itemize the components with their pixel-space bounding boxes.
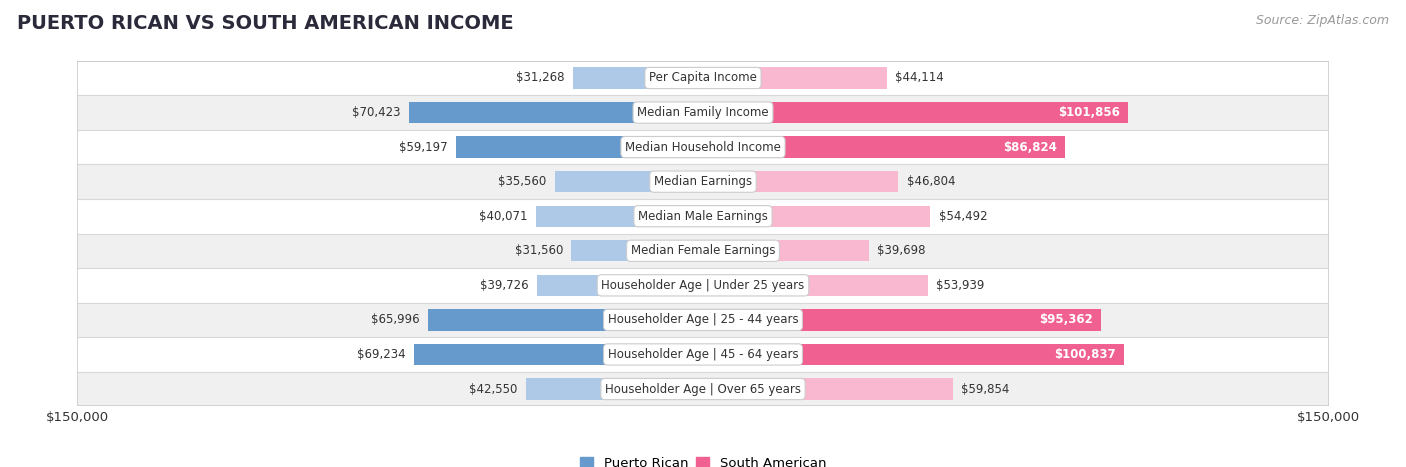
Text: Source: ZipAtlas.com: Source: ZipAtlas.com xyxy=(1256,14,1389,27)
Text: $59,854: $59,854 xyxy=(962,382,1010,396)
Text: $69,234: $69,234 xyxy=(357,348,406,361)
Text: $40,071: $40,071 xyxy=(479,210,527,223)
Text: $42,550: $42,550 xyxy=(468,382,517,396)
Bar xyxy=(703,171,898,192)
Bar xyxy=(703,275,928,296)
Bar xyxy=(703,378,953,400)
Text: $39,698: $39,698 xyxy=(877,244,925,257)
Text: Median Female Earnings: Median Female Earnings xyxy=(631,244,775,257)
Text: $39,726: $39,726 xyxy=(481,279,529,292)
Text: $46,804: $46,804 xyxy=(907,175,955,188)
Bar xyxy=(537,275,703,296)
Text: $35,560: $35,560 xyxy=(498,175,547,188)
Text: $86,824: $86,824 xyxy=(1002,141,1057,154)
Bar xyxy=(536,205,703,227)
FancyBboxPatch shape xyxy=(77,234,1329,268)
FancyBboxPatch shape xyxy=(77,303,1329,337)
Bar xyxy=(703,102,1128,123)
Bar xyxy=(415,344,703,365)
Text: $31,560: $31,560 xyxy=(515,244,562,257)
Bar xyxy=(703,240,869,262)
Text: $54,492: $54,492 xyxy=(939,210,987,223)
Text: $44,114: $44,114 xyxy=(896,71,943,85)
Text: $31,268: $31,268 xyxy=(516,71,564,85)
FancyBboxPatch shape xyxy=(77,372,1329,406)
Text: Householder Age | Over 65 years: Householder Age | Over 65 years xyxy=(605,382,801,396)
Text: Per Capita Income: Per Capita Income xyxy=(650,71,756,85)
Bar xyxy=(571,240,703,262)
Text: Median Male Earnings: Median Male Earnings xyxy=(638,210,768,223)
Text: PUERTO RICAN VS SOUTH AMERICAN INCOME: PUERTO RICAN VS SOUTH AMERICAN INCOME xyxy=(17,14,513,33)
Bar xyxy=(555,171,703,192)
Bar xyxy=(572,67,703,89)
Bar xyxy=(703,309,1101,331)
Bar xyxy=(703,67,887,89)
Text: $59,197: $59,197 xyxy=(399,141,447,154)
Text: $100,837: $100,837 xyxy=(1053,348,1115,361)
Text: Median Household Income: Median Household Income xyxy=(626,141,780,154)
Bar xyxy=(703,344,1123,365)
FancyBboxPatch shape xyxy=(77,95,1329,130)
Text: Householder Age | Under 25 years: Householder Age | Under 25 years xyxy=(602,279,804,292)
Text: $101,856: $101,856 xyxy=(1057,106,1119,119)
FancyBboxPatch shape xyxy=(77,61,1329,95)
Bar xyxy=(409,102,703,123)
Text: Median Family Income: Median Family Income xyxy=(637,106,769,119)
Bar xyxy=(456,136,703,158)
Legend: Puerto Rican, South American: Puerto Rican, South American xyxy=(575,452,831,467)
Text: Householder Age | 45 - 64 years: Householder Age | 45 - 64 years xyxy=(607,348,799,361)
Bar xyxy=(703,136,1066,158)
Text: $65,996: $65,996 xyxy=(371,313,419,326)
Bar xyxy=(427,309,703,331)
FancyBboxPatch shape xyxy=(77,130,1329,164)
Text: $53,939: $53,939 xyxy=(936,279,984,292)
FancyBboxPatch shape xyxy=(77,199,1329,234)
Text: $95,362: $95,362 xyxy=(1039,313,1092,326)
Bar xyxy=(526,378,703,400)
Text: Householder Age | 25 - 44 years: Householder Age | 25 - 44 years xyxy=(607,313,799,326)
Text: Median Earnings: Median Earnings xyxy=(654,175,752,188)
FancyBboxPatch shape xyxy=(77,268,1329,303)
Bar xyxy=(703,205,931,227)
FancyBboxPatch shape xyxy=(77,337,1329,372)
FancyBboxPatch shape xyxy=(77,164,1329,199)
Text: $70,423: $70,423 xyxy=(353,106,401,119)
